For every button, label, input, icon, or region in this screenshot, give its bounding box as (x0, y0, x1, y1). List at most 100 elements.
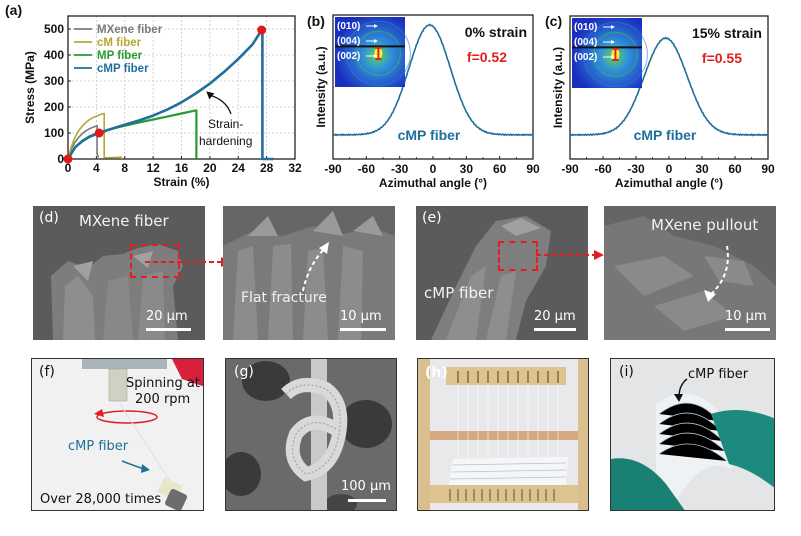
zoom-region-box (498, 241, 538, 271)
panel-e-label: (e) (422, 210, 442, 226)
intensity-curve (569, 36, 769, 137)
x-tick-label: 30 (460, 162, 474, 176)
scale-label-10um: 10 µm (340, 309, 382, 324)
intensity-curve (332, 23, 534, 137)
sem-fracture-texture (51, 244, 183, 340)
miller-index-label: (004) (337, 36, 360, 47)
scale-label-20um: 20 µm (146, 309, 188, 324)
scale-bar-10um (725, 328, 770, 331)
loom-weaving-photo: (h) (417, 358, 589, 511)
breakpoint-marker (257, 25, 267, 35)
x-tick-label: 0 (430, 162, 437, 176)
legend-entry: cM fiber (97, 37, 142, 49)
sem-mxene-fiber-zoom: Flat fracture 10 µm (223, 206, 395, 340)
x-tick-label: 12 (146, 161, 160, 175)
miller-index-label: (010) (337, 21, 360, 32)
index-arrowhead (611, 25, 615, 29)
sem-knot-photo: (g) 100 µm (225, 358, 397, 511)
x-tick-label: -90 (561, 162, 579, 176)
knot-illustration (226, 359, 392, 510)
series-line-cm-fiber (67, 112, 123, 160)
panel-h-label: (h) (425, 365, 448, 381)
x-tick-label: 30 (695, 162, 709, 176)
sem-mxene-fiber-overview: (d) MXene fiber 20 µm (33, 206, 205, 340)
azimuthal-chart-15-strain: -90 -60 -30 0 30 60 90 Azimuthal angle (°) Inten… (551, 15, 775, 190)
cmp-fiber-label: cMP fiber (688, 367, 749, 382)
breakpoint-marker (94, 128, 104, 138)
series-annotation: cMP fiber (634, 127, 697, 143)
miller-index-label: (010) (574, 22, 597, 33)
scale-label-20um: 20 µm (534, 309, 576, 324)
y-tick-label: 100 (44, 126, 64, 140)
x-tick-label: 0 (666, 162, 673, 176)
x-axis-label: Strain (%) (153, 175, 209, 189)
x-axis-label: Azimuthal angle (°) (615, 176, 723, 190)
orientation-factor: f=0.52 (467, 49, 507, 65)
panel-g-label: (g) (234, 364, 254, 380)
miller-index-label: (002) (337, 51, 360, 62)
y-tick-label: 0 (57, 152, 64, 166)
spinning-text-line1: Spinning at (126, 376, 200, 391)
x-axis-label: Azimuthal angle (°) (379, 176, 487, 190)
flexible-fabric-photo: (i) cMP fiber (610, 358, 775, 511)
y-tick-label: 500 (44, 22, 64, 36)
y-axis-label: Intensity (a.u.) (551, 47, 565, 128)
diffraction-ring (592, 31, 639, 78)
spinning-apparatus-illustration (82, 359, 203, 510)
panel-a-label: (a) (5, 2, 23, 18)
legend-entry: MXene fiber (97, 24, 163, 36)
azimuthal-chart-0-strain: -90 -60 -30 0 30 60 90 Azimuthal angle (°) Inten… (314, 14, 540, 190)
legend-entry: MP fiber (97, 50, 143, 62)
y-tick-label: 200 (44, 100, 64, 114)
strain-annotation: 15% strain (692, 25, 762, 41)
sem-pullout-texture (604, 216, 776, 340)
cmp-fiber-label: cMP fiber (68, 439, 129, 454)
index-arrowhead (374, 24, 378, 28)
x-tick-label: 90 (526, 162, 540, 176)
index-arrowhead (374, 54, 378, 58)
fabric-in-gloved-hands-illustration (611, 393, 774, 510)
strain-annotation: 0% strain (465, 24, 527, 40)
panel-d-label: (d) (39, 210, 59, 226)
orientation-factor: f=0.55 (702, 50, 742, 66)
breakpoint-marker (63, 154, 73, 164)
x-tick-label: -30 (391, 162, 409, 176)
y-axis-label: Stress (MPa) (23, 51, 37, 124)
pointer-arrow-icon (674, 378, 688, 402)
diffraction-ring (345, 20, 411, 86)
index-arrowhead (374, 39, 378, 43)
scale-label-100um: 100 µm (341, 479, 391, 494)
mxene-fiber-title: MXene fiber (79, 212, 169, 230)
x-tick-label: 60 (728, 162, 742, 176)
annotation-arrowhead (206, 91, 215, 100)
sem-cmp-fiber-overview: (e) cMP fiber 20 µm (416, 206, 588, 340)
waxs-inset-pattern: (010) (004) (002) (572, 18, 648, 88)
annotation-text: Strain- (208, 117, 243, 131)
stress-strain-chart: 0 4 8 12 16 20 24 28 32 0 100 200 300 400 500 Strain (%… (23, 15, 302, 189)
zoom-arrow-d (145, 257, 231, 267)
zoom-arrow-e (536, 250, 604, 260)
index-arrowhead (611, 40, 615, 44)
x-tick-label: 8 (121, 161, 128, 175)
loom-illustration (418, 359, 588, 510)
miller-index-label: (002) (574, 52, 597, 63)
x-tick-label: 60 (493, 162, 507, 176)
miller-index-label: (004) (574, 37, 597, 48)
spinning-test-photo: (f) Spinning at 200 rpm cMP fiber Over 2… (31, 358, 204, 511)
x-tick-label: 24 (232, 161, 246, 175)
x-tick-label: -90 (324, 162, 342, 176)
cmp-fiber-title: cMP fiber (424, 284, 494, 302)
x-tick-label: 20 (203, 161, 217, 175)
annotation-arrow (210, 94, 232, 115)
y-tick-label: 300 (44, 74, 64, 88)
x-tick-label: 28 (260, 161, 274, 175)
panel-i-label: (i) (619, 364, 634, 380)
x-tick-label: -30 (627, 162, 645, 176)
scale-bar-20um (146, 328, 191, 331)
series-annotation: cMP fiber (398, 127, 461, 143)
diffraction-ring (582, 21, 648, 87)
scale-label-10um: 10 µm (725, 309, 767, 324)
legend-entry: cMP fiber (97, 63, 149, 75)
cycle-count-label: Over 28,000 times (40, 492, 162, 507)
series-line-mp-fiber (67, 109, 198, 160)
